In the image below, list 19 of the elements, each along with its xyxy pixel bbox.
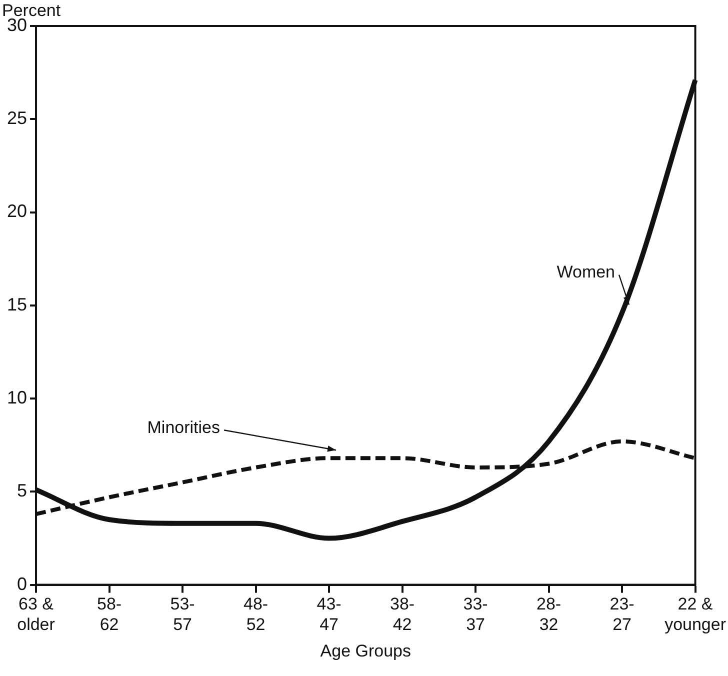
text: Minorities	[147, 418, 220, 437]
x-tick-label: 38- 42	[390, 594, 415, 634]
x-tick-label: 23- 27	[610, 594, 634, 634]
x-tick-label: 53- 57	[170, 594, 195, 634]
y-tick-label: 20	[6, 201, 28, 222]
x-tick-label: 43- 47	[316, 594, 342, 634]
x-tick-label: 28- 32	[536, 594, 562, 634]
y-tick-label: 10	[6, 388, 28, 408]
x-tick-label: 33- 37	[463, 594, 488, 634]
x-tick-label: 22 & younger	[664, 594, 726, 634]
y-tick-label: 5	[17, 480, 28, 501]
y-tick-label: 25	[6, 108, 28, 128]
x-tick-label: 58- 62	[96, 594, 122, 634]
x-tick-label: 48- 52	[243, 594, 268, 634]
y-tick-label: 15	[6, 294, 28, 314]
x-tick-label: 63 & older	[17, 594, 56, 634]
series-label: Women	[556, 262, 616, 282]
x-axis-title: Age Groups	[320, 641, 412, 660]
y-tick-label: 0	[17, 574, 28, 594]
